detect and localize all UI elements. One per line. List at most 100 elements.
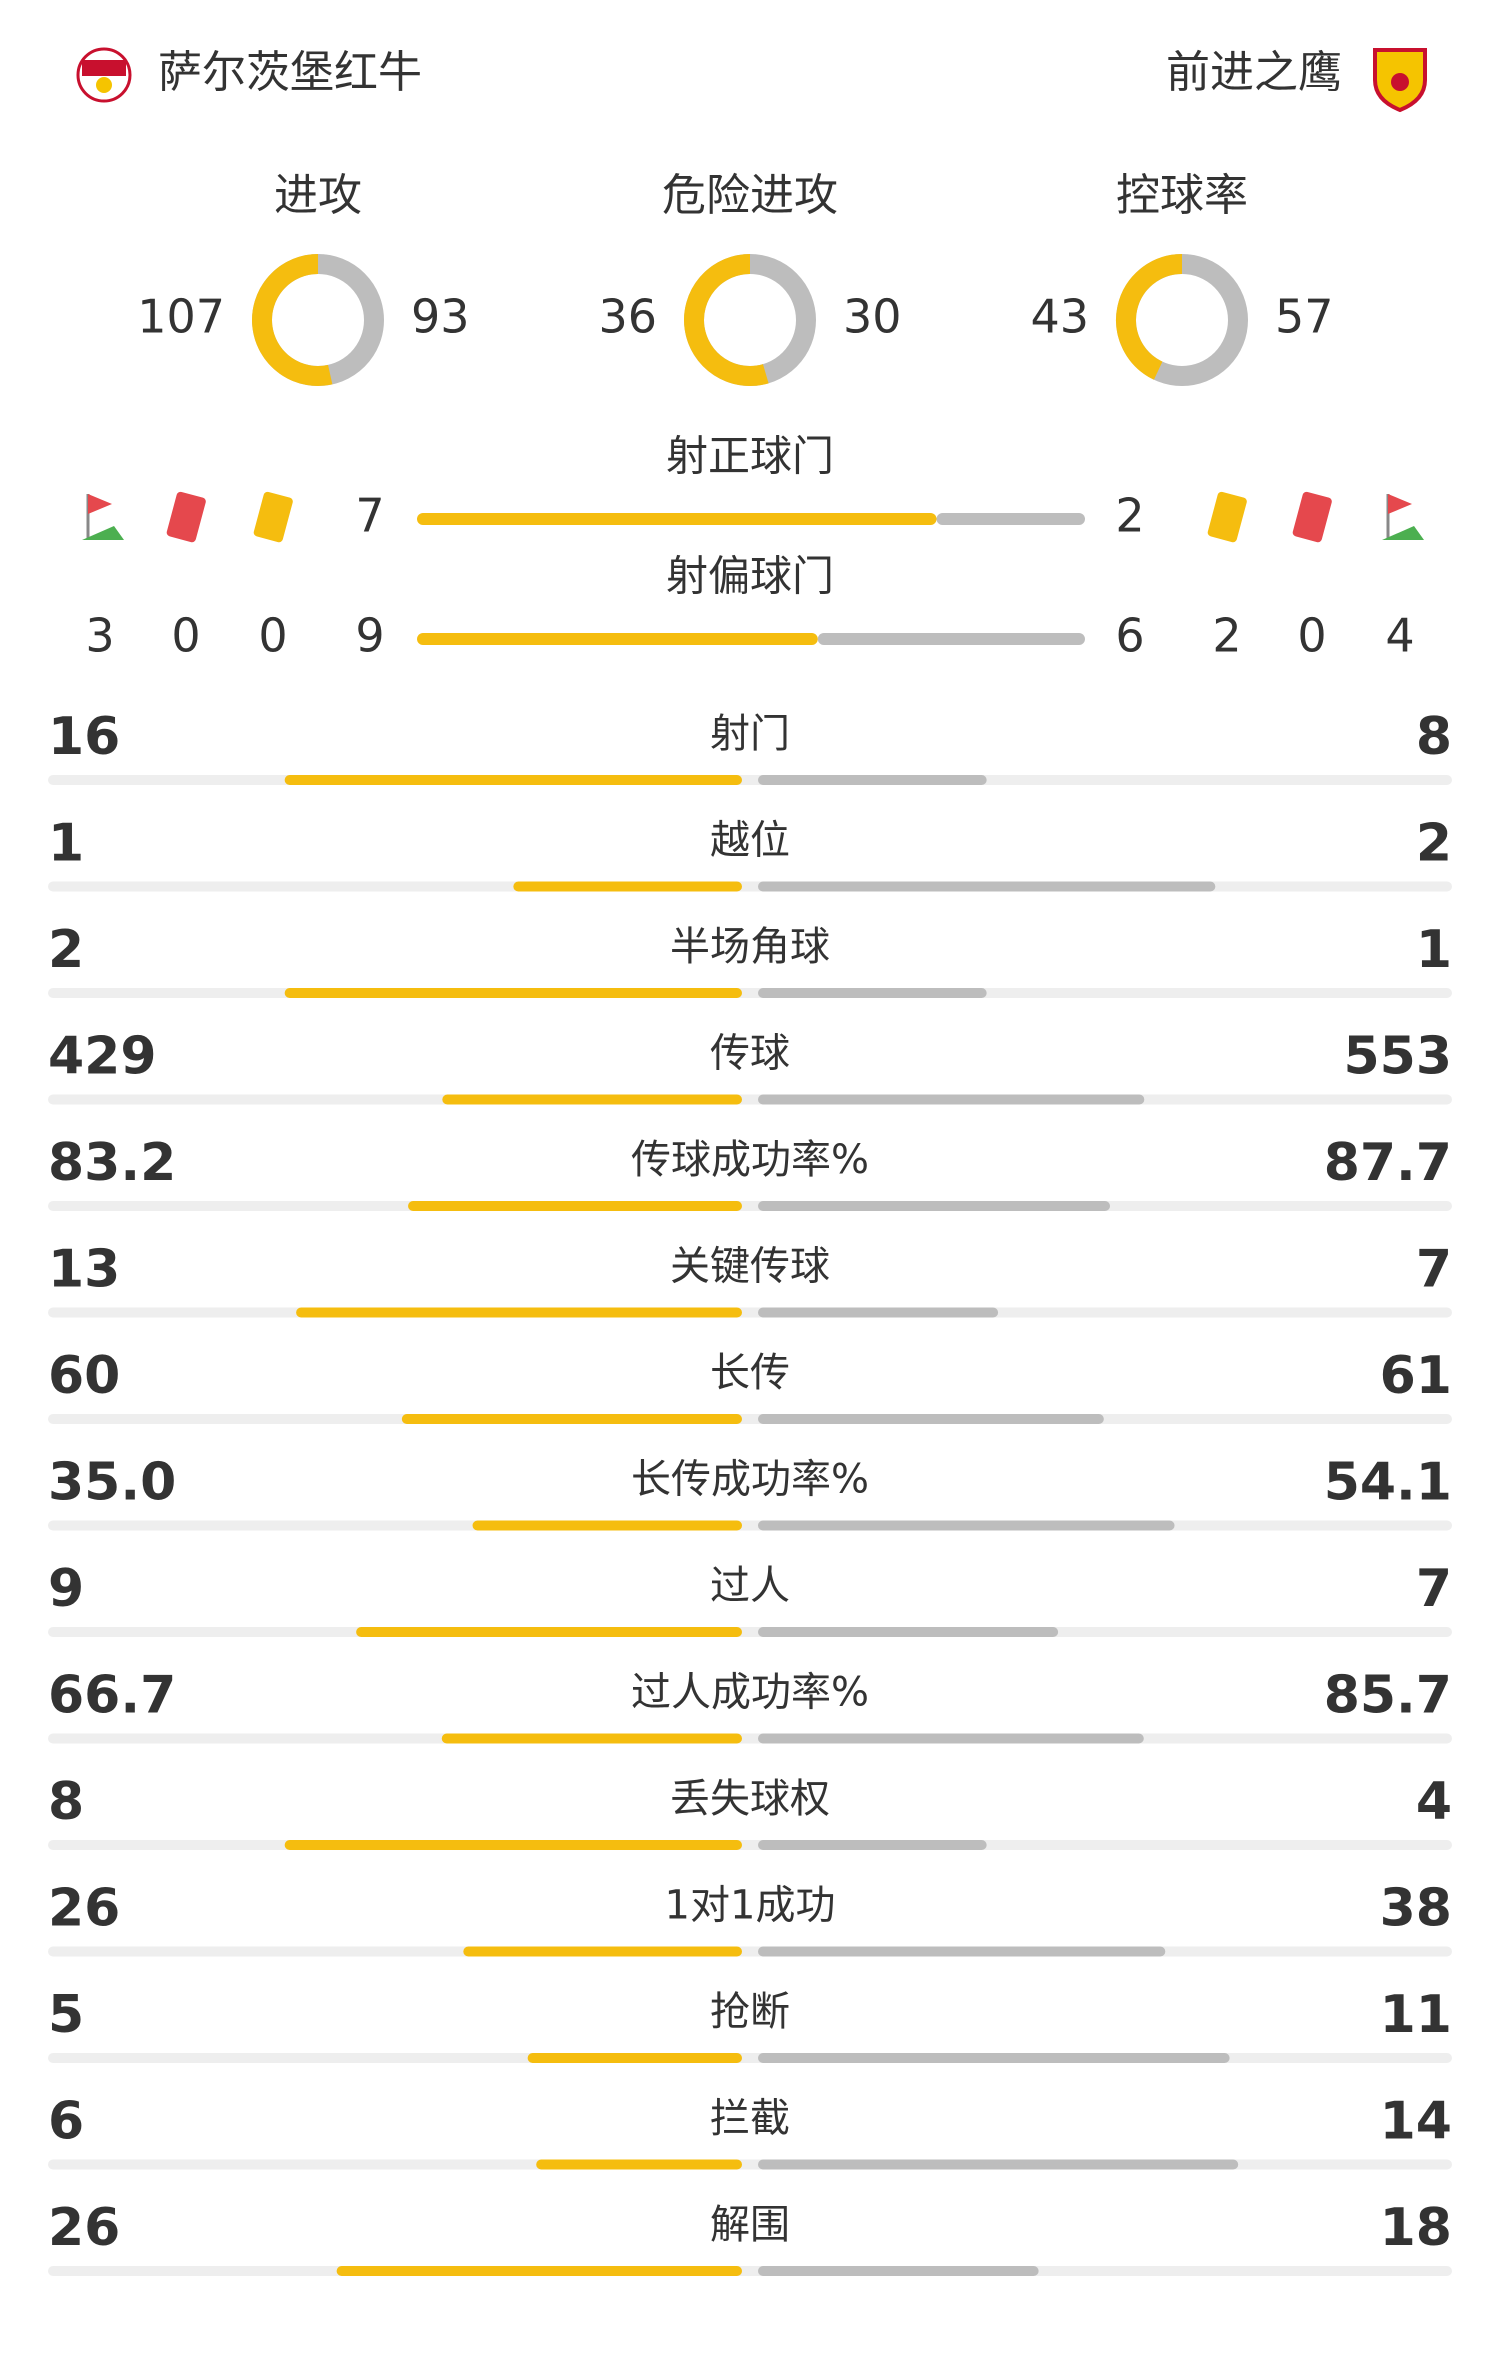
- corner-flag: [1388, 494, 1412, 514]
- bar-home: [441, 1733, 742, 1744]
- bar-home: [356, 1627, 742, 1637]
- home-value: 9: [355, 609, 384, 663]
- event-count: 4: [1385, 609, 1414, 663]
- donut-label: 危险进攻: [662, 170, 838, 221]
- bar-away: [758, 2159, 1239, 2170]
- away-value: 14: [1380, 2092, 1452, 2152]
- bar-home: [463, 1946, 742, 1957]
- bar-home: [401, 1414, 742, 1424]
- home-logo: [76, 47, 132, 103]
- bar-track: [48, 1414, 1452, 1424]
- bar-home: [417, 513, 937, 525]
- home-value: 35.0: [48, 1453, 176, 1513]
- away-value: 87.7: [1324, 1133, 1452, 1193]
- stat-label: 越位: [710, 818, 790, 864]
- home-value: 9: [48, 1559, 84, 1619]
- bar-home: [284, 988, 742, 998]
- bar-track: [48, 2266, 1452, 2276]
- stat-label: 抢断: [710, 1989, 790, 2035]
- yellow-card-icon: [253, 491, 293, 543]
- away-value: 553: [1343, 1027, 1452, 1087]
- away-value: 54.1: [1324, 1453, 1452, 1513]
- home-value: 1: [48, 814, 84, 874]
- home-value: 429: [48, 1027, 157, 1087]
- bar-away: [758, 1520, 1175, 1531]
- bar-track: [48, 2053, 1452, 2063]
- bar-home: [513, 881, 742, 892]
- bar-track: [48, 1094, 1452, 1105]
- event-count: 3: [85, 609, 114, 663]
- donut-home: [684, 254, 769, 386]
- corner-field: [82, 526, 124, 540]
- donut-label: 进攻: [274, 170, 362, 221]
- bar-away: [758, 1201, 1111, 1211]
- away-value: 61: [1380, 1346, 1452, 1406]
- away-value: 6: [1115, 609, 1144, 663]
- away-value: 38: [1380, 1879, 1452, 1939]
- yellow-card-icon: [1207, 491, 1247, 543]
- bar-track: [48, 1733, 1452, 1744]
- bar-away: [758, 1307, 999, 1318]
- away-value: 30: [843, 290, 902, 344]
- shot-label: 射正球门: [666, 432, 834, 481]
- bar-home: [472, 1520, 742, 1531]
- bar-track: [48, 1520, 1452, 1531]
- bar-home: [536, 2159, 742, 2170]
- corner-field: [1382, 526, 1424, 540]
- bar-away: [758, 1094, 1145, 1105]
- home-value: 13: [48, 1240, 120, 1300]
- shot-label: 射偏球门: [666, 552, 834, 601]
- event-count: 0: [258, 609, 287, 663]
- bar-away: [758, 1414, 1104, 1424]
- red-card-icon: [166, 491, 206, 543]
- event-count: 2: [1212, 609, 1241, 663]
- away-value: 57: [1275, 290, 1334, 344]
- away-value: 2: [1115, 489, 1144, 543]
- away-value: 18: [1380, 2198, 1452, 2258]
- home-value: 43: [1030, 290, 1089, 344]
- bar-away: [758, 988, 987, 998]
- away-value: 1: [1416, 920, 1452, 980]
- home-value: 2: [48, 920, 84, 980]
- away-value: 11: [1380, 1985, 1452, 2045]
- bar-away: [758, 1840, 987, 1850]
- away-value: 2: [1416, 814, 1452, 874]
- home-value: 5: [48, 1985, 84, 2045]
- home-value: 26: [48, 1879, 120, 1939]
- bar-track: [48, 1201, 1452, 1211]
- bar-track: [48, 2159, 1452, 2170]
- red-card-icon: [1292, 491, 1332, 543]
- away-team: 前进之鹰: [1166, 47, 1342, 98]
- stat-label: 长传: [710, 1350, 790, 1396]
- event-count: 0: [1297, 609, 1326, 663]
- home-team: 萨尔茨堡红牛: [158, 47, 422, 98]
- bar-track: [48, 1840, 1452, 1850]
- home-value: 26: [48, 2198, 120, 2258]
- stat-label: 传球成功率%: [631, 1137, 869, 1183]
- stat-label: 过人: [710, 1563, 790, 1609]
- donut-label: 控球率: [1116, 170, 1248, 221]
- bar-away: [758, 1946, 1166, 1957]
- away-value: 8: [1416, 707, 1452, 767]
- bar-home: [442, 1094, 742, 1105]
- away-value: 7: [1416, 1559, 1452, 1619]
- bar-away: [758, 2266, 1039, 2276]
- bar-away: [936, 513, 1085, 525]
- stat-label: 关键传球: [670, 1244, 830, 1290]
- stat-label: 过人成功率%: [631, 1670, 869, 1716]
- bar-home: [284, 1840, 742, 1850]
- home-value: 16: [48, 707, 120, 767]
- donut-home: [1116, 254, 1183, 380]
- bar-home: [284, 775, 742, 785]
- home-value: 36: [598, 290, 657, 344]
- away-value: 85.7: [1324, 1666, 1452, 1726]
- home-value: 8: [48, 1772, 84, 1832]
- bar-track: [48, 1627, 1452, 1637]
- stat-label: 解围: [710, 2202, 790, 2248]
- stat-label: 长传成功率%: [631, 1457, 869, 1503]
- home-value: 66.7: [48, 1666, 176, 1726]
- bar-track: [48, 1946, 1452, 1957]
- bar-home: [408, 1201, 742, 1211]
- away-value: 93: [411, 290, 470, 344]
